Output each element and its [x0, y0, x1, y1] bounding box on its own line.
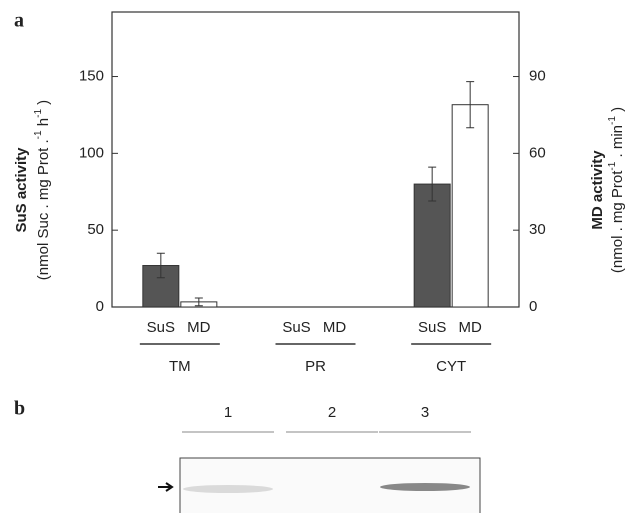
axis-unit: (nmol . mg Prot-1 . min-1 )	[607, 107, 626, 273]
series-label: MD	[459, 319, 482, 336]
y2-tick-label: 60	[529, 144, 546, 161]
band	[380, 483, 470, 491]
blot	[158, 458, 480, 513]
y2-tick-label: 30	[529, 221, 546, 238]
unit-text: . min	[609, 125, 626, 162]
y2-tick-label: 90	[529, 68, 546, 85]
y-tick-label: 150	[79, 68, 104, 85]
unit-text: )	[609, 107, 626, 116]
axis-title: SuS activity	[13, 147, 30, 233]
series-label: MD	[323, 319, 346, 336]
series-label: SuS	[147, 319, 175, 336]
axis-unit: (nmol Suc . mg Prot .-1 h-1 )	[33, 100, 52, 280]
unit-text: )	[35, 100, 52, 109]
y-tick-label: 0	[96, 298, 104, 315]
series-label: SuS	[282, 319, 310, 336]
series-label: MD	[187, 319, 210, 336]
bar	[414, 184, 450, 307]
panel-label: a	[14, 10, 24, 32]
lane-label: 3	[421, 404, 429, 421]
y-tick-label: 100	[79, 144, 104, 161]
lane-label: 1	[224, 404, 232, 421]
x-tick-label: TM	[169, 358, 191, 375]
bar	[452, 105, 488, 307]
unit-text: (nmol Suc . mg Prot .	[35, 139, 52, 280]
y-tick-label: 50	[87, 221, 104, 238]
axis-title: MD activity	[589, 150, 606, 230]
x-tick-label: CYT	[436, 358, 466, 375]
lane-label: 2	[328, 404, 336, 421]
figure: a b 0501001500306090SuS activity(nmol Su…	[0, 0, 628, 513]
panel-label: b	[14, 398, 25, 420]
series-label: SuS	[418, 319, 446, 336]
x-tick-label: PR	[305, 358, 326, 375]
y2-tick-label: 0	[529, 298, 537, 315]
unit-text: h	[35, 118, 52, 131]
unit-text: (nmol . mg Prot	[609, 170, 626, 273]
arrow	[158, 483, 172, 491]
band	[183, 485, 273, 493]
